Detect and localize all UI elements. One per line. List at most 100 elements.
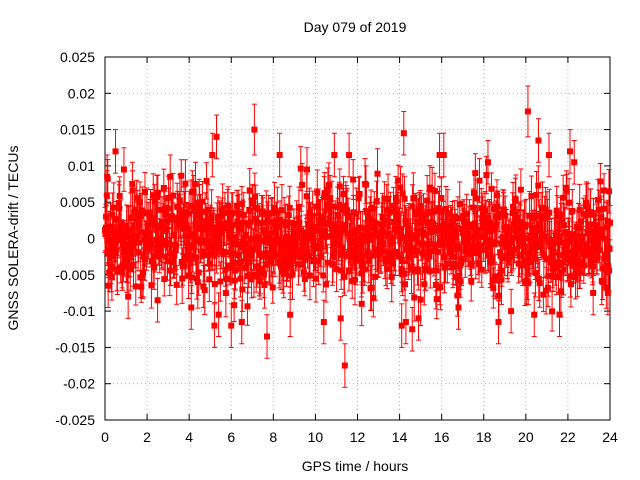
data-point <box>490 277 497 284</box>
data-point <box>362 225 369 232</box>
data-point <box>538 212 545 219</box>
data-point <box>392 248 399 255</box>
data-point <box>393 198 400 205</box>
data-point <box>170 259 177 266</box>
data-point <box>108 273 115 280</box>
data-point <box>341 250 348 257</box>
data-point <box>136 199 143 206</box>
data-point <box>324 259 331 266</box>
data-point <box>149 236 156 243</box>
x-tick-label: 16 <box>434 429 450 445</box>
data-point <box>120 166 127 173</box>
data-point <box>606 245 613 252</box>
data-point <box>194 212 201 219</box>
data-point <box>268 219 275 226</box>
data-point <box>182 255 189 262</box>
data-point <box>594 240 601 247</box>
data-point <box>147 241 154 248</box>
data-point <box>390 260 397 267</box>
data-point <box>232 267 239 274</box>
data-point <box>415 315 422 322</box>
data-point <box>442 206 449 213</box>
data-point <box>417 296 424 303</box>
data-point <box>554 258 561 265</box>
data-point <box>372 273 379 280</box>
y-tick-label: 0.015 <box>60 122 95 138</box>
data-point <box>194 279 201 286</box>
data-point <box>417 203 424 210</box>
data-point <box>550 259 557 266</box>
data-point <box>539 230 546 237</box>
data-point <box>215 213 222 220</box>
data-point <box>567 281 574 288</box>
data-point <box>411 294 418 301</box>
data-point <box>161 276 168 283</box>
data-point <box>525 280 532 287</box>
data-point <box>182 180 189 187</box>
data-point <box>298 227 305 234</box>
data-point <box>151 198 158 205</box>
data-point <box>381 255 388 262</box>
data-point <box>526 252 533 259</box>
x-tick-label: 12 <box>350 429 366 445</box>
data-point <box>519 262 526 269</box>
data-point <box>458 257 465 264</box>
data-point <box>576 263 583 270</box>
data-point <box>395 177 402 184</box>
data-point <box>453 234 460 241</box>
y-tick-label: -0.01 <box>63 303 95 319</box>
data-point <box>341 362 348 369</box>
data-point <box>471 220 478 227</box>
x-tick-label: 8 <box>269 429 277 445</box>
data-point <box>235 252 242 259</box>
data-point <box>269 210 276 217</box>
data-point <box>198 239 205 246</box>
data-point <box>485 214 492 221</box>
data-point <box>444 210 451 217</box>
data-point <box>118 232 125 239</box>
data-point <box>535 276 542 283</box>
data-point <box>398 322 405 329</box>
data-point <box>193 221 200 228</box>
data-point <box>329 253 336 260</box>
data-point <box>545 152 552 159</box>
data-point <box>456 272 463 279</box>
data-point <box>219 206 226 213</box>
data-point <box>542 234 549 241</box>
data-point <box>311 256 318 263</box>
x-tick-label: 10 <box>308 429 324 445</box>
x-tick-label: 24 <box>602 429 618 445</box>
data-point <box>201 287 208 294</box>
data-point <box>351 276 358 283</box>
data-point <box>129 238 136 245</box>
y-tick-label: 0.005 <box>60 194 95 210</box>
data-point <box>517 223 524 230</box>
data-point <box>147 209 154 216</box>
data-point <box>249 197 256 204</box>
data-point <box>450 253 457 260</box>
data-point <box>409 203 416 210</box>
data-point <box>595 196 602 203</box>
data-point <box>542 206 549 213</box>
data-point <box>178 172 185 179</box>
data-point <box>531 232 538 239</box>
data-point <box>356 190 363 197</box>
data-point <box>474 195 481 202</box>
data-point <box>179 263 186 270</box>
data-point <box>185 272 192 279</box>
data-point <box>245 259 252 266</box>
data-point <box>508 308 515 315</box>
data-point <box>427 267 434 274</box>
data-point <box>197 208 204 215</box>
data-point <box>296 254 303 261</box>
data-point <box>424 197 431 204</box>
data-point <box>286 204 293 211</box>
data-point <box>123 222 130 229</box>
data-point <box>467 251 474 258</box>
data-point <box>510 247 517 254</box>
data-point <box>373 220 380 227</box>
x-tick-label: 2 <box>143 429 151 445</box>
data-point <box>527 235 534 242</box>
data-point <box>363 181 370 188</box>
